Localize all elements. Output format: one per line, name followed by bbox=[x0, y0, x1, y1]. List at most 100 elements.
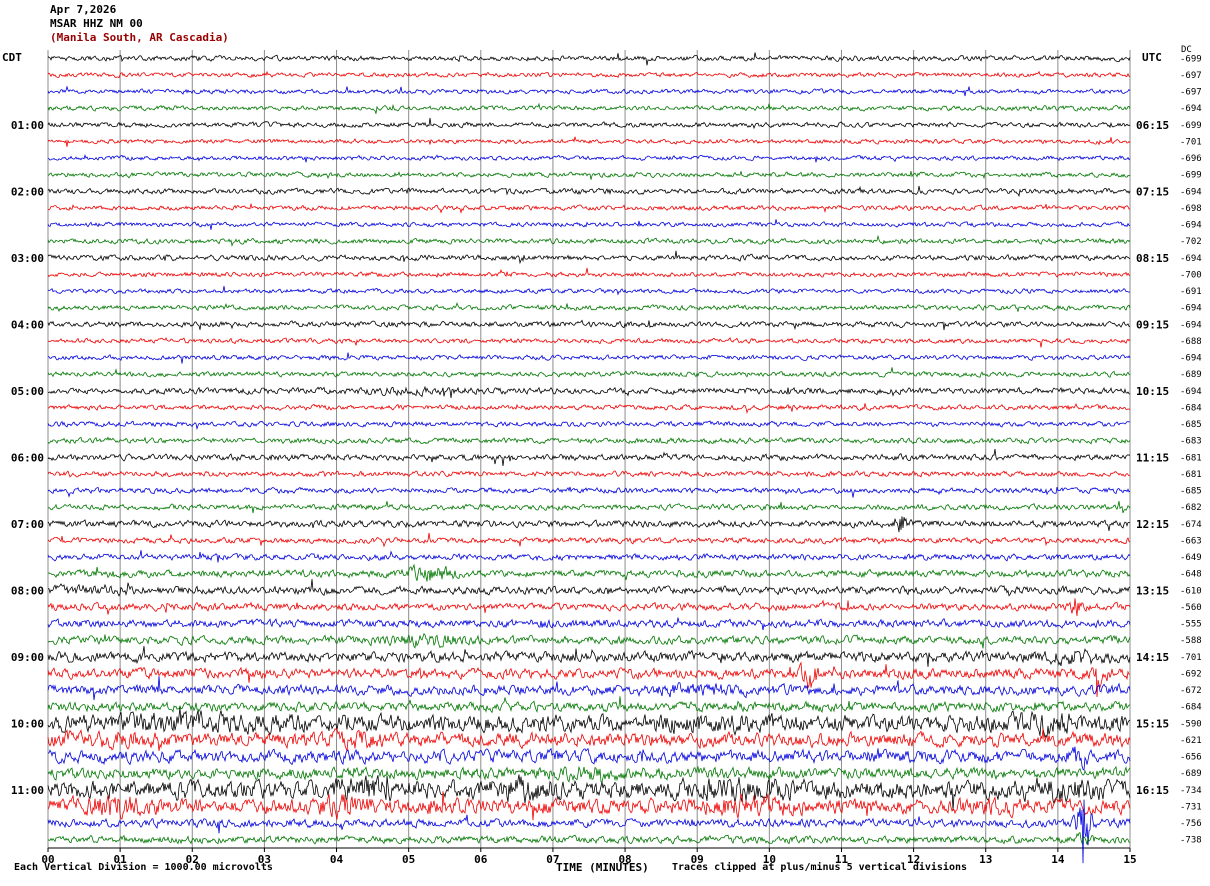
dc-offset-value: -694 bbox=[1180, 254, 1202, 264]
seismic-trace-row bbox=[47, 185, 1131, 198]
dc-offset-value: -694 bbox=[1180, 304, 1202, 314]
seismic-trace-row bbox=[47, 550, 1131, 563]
seismic-trace-row bbox=[47, 402, 1131, 415]
dc-offset-value: -702 bbox=[1180, 237, 1202, 247]
date-label: Apr 7,2026 bbox=[50, 3, 117, 16]
seismic-trace-row bbox=[47, 267, 1131, 279]
x-tick-label: 01 bbox=[114, 853, 128, 866]
seismic-trace-row bbox=[47, 799, 1131, 864]
dc-offset-value: -734 bbox=[1180, 786, 1202, 796]
dc-offset-value: -555 bbox=[1180, 620, 1202, 630]
right-time-label: 13:15 bbox=[1136, 584, 1169, 597]
dc-offset-value: -649 bbox=[1180, 553, 1202, 563]
x-tick-label: 15 bbox=[1123, 853, 1136, 866]
seismic-trace-row bbox=[47, 448, 1130, 467]
left-time-label: 01:00 bbox=[11, 119, 44, 132]
seismic-trace-row bbox=[47, 774, 1131, 811]
dc-offset-value: -701 bbox=[1180, 137, 1202, 147]
dc-offset-value: -731 bbox=[1180, 802, 1202, 812]
seismic-trace-row bbox=[47, 319, 1131, 331]
seismic-trace-row bbox=[47, 250, 1131, 265]
seismic-trace-row bbox=[47, 746, 1131, 771]
left-time-label: 08:00 bbox=[11, 584, 44, 597]
dc-offset-value: -694 bbox=[1180, 320, 1202, 330]
seismic-trace-row bbox=[47, 367, 1131, 378]
seismic-trace-row bbox=[47, 117, 1131, 130]
x-tick-label: 11 bbox=[835, 853, 849, 866]
seismic-trace-row bbox=[47, 696, 1131, 714]
dc-offset-value: -560 bbox=[1180, 603, 1202, 613]
right-time-label: 10:15 bbox=[1136, 385, 1169, 398]
seismic-trace-row bbox=[48, 337, 1131, 348]
seismic-trace-row bbox=[47, 302, 1131, 312]
x-tick-label: 02 bbox=[186, 853, 199, 866]
x-tick-label: 08 bbox=[618, 853, 631, 866]
seismic-trace-row bbox=[47, 352, 1131, 364]
left-time-label: 04:00 bbox=[11, 318, 44, 331]
dc-offset-value: -683 bbox=[1180, 437, 1202, 447]
right-time-label: 11:15 bbox=[1136, 451, 1169, 464]
dc-offset-value: -663 bbox=[1180, 536, 1202, 546]
time-labels: 01:00 02:00 03:00 04:00 05:00 06:00 07:00 08:00… bbox=[11, 54, 1202, 845]
dc-offset-value: -685 bbox=[1180, 420, 1202, 430]
seismic-trace-row bbox=[47, 136, 1131, 147]
seismic-trace-row bbox=[47, 791, 1131, 821]
seismic-trace-row bbox=[47, 661, 1131, 698]
left-time-label: 05:00 bbox=[11, 385, 44, 398]
station-label: MSAR HHZ NM 00 bbox=[50, 17, 143, 30]
scale-note: Each Vertical Division = 1000.00 microvo… bbox=[14, 862, 273, 873]
seismic-trace-row bbox=[47, 646, 1131, 667]
seismic-trace-row bbox=[47, 728, 1131, 752]
dc-offset-value: -699 bbox=[1180, 171, 1202, 181]
right-time-label: 12:15 bbox=[1136, 518, 1169, 531]
left-time-label: 03:00 bbox=[11, 252, 44, 265]
dc-offset-value: -697 bbox=[1180, 71, 1202, 81]
seismic-trace-row bbox=[47, 52, 1131, 66]
location-label: (Manila South, AR Cascadia) bbox=[50, 31, 229, 44]
dc-offset-value: -698 bbox=[1180, 204, 1202, 214]
seismic-trace-row bbox=[47, 420, 1130, 431]
dc-offset-value: -684 bbox=[1180, 703, 1202, 713]
dc-offset-value: -656 bbox=[1180, 753, 1202, 763]
seismic-trace-row bbox=[47, 832, 1131, 845]
dc-offset-value: -756 bbox=[1180, 819, 1202, 829]
dc-offset-value: -697 bbox=[1180, 88, 1202, 98]
dc-offset-value: -691 bbox=[1180, 287, 1202, 297]
seismic-trace-row bbox=[47, 234, 1131, 247]
clip-note: Traces clipped at plus/minus 5 vertical … bbox=[672, 862, 968, 873]
dc-offset-value: -694 bbox=[1180, 387, 1202, 397]
seismic-trace-row bbox=[47, 633, 1131, 649]
left-time-label: 10:00 bbox=[11, 717, 44, 730]
x-tick-label: 00 bbox=[41, 853, 54, 866]
dc-offset-value: -699 bbox=[1180, 54, 1202, 64]
x-tick-label: 10 bbox=[763, 853, 776, 866]
dc-offset-value: -694 bbox=[1180, 221, 1202, 231]
dc-offset-value: -684 bbox=[1180, 403, 1202, 413]
right-time-label: 09:15 bbox=[1136, 318, 1169, 331]
right-time-label: 14:15 bbox=[1136, 651, 1169, 664]
seismic-trace-row bbox=[47, 532, 1131, 548]
dc-offset-value: -694 bbox=[1180, 104, 1202, 114]
seismic-trace-row bbox=[47, 385, 1131, 399]
seismic-trace-row bbox=[47, 70, 1131, 79]
dc-offset-value: -694 bbox=[1180, 354, 1202, 364]
seismic-trace-row bbox=[47, 598, 1131, 617]
seismic-trace-row bbox=[47, 501, 1131, 514]
left-timezone-label: CDT bbox=[2, 51, 22, 64]
dc-offset-value: -689 bbox=[1180, 370, 1202, 380]
dc-offset-value: -692 bbox=[1180, 669, 1202, 679]
dc-offset-value: -694 bbox=[1180, 187, 1202, 197]
left-time-label: 07:00 bbox=[11, 518, 44, 531]
dc-offset-header: DC bbox=[1181, 45, 1192, 55]
seismic-trace-row bbox=[47, 486, 1131, 498]
dc-offset-value: -700 bbox=[1180, 270, 1202, 280]
plot-header: Apr 7,2026 MSAR HHZ NM 00 (Manila South,… bbox=[50, 3, 229, 45]
minute-gridlines bbox=[47, 50, 1131, 848]
x-tick-label: 12 bbox=[907, 853, 920, 866]
seismic-trace-row bbox=[47, 676, 1131, 701]
dc-offset-value: -689 bbox=[1180, 769, 1202, 779]
dc-offset-value: -674 bbox=[1180, 520, 1202, 530]
dc-offset-value: -685 bbox=[1180, 487, 1202, 497]
